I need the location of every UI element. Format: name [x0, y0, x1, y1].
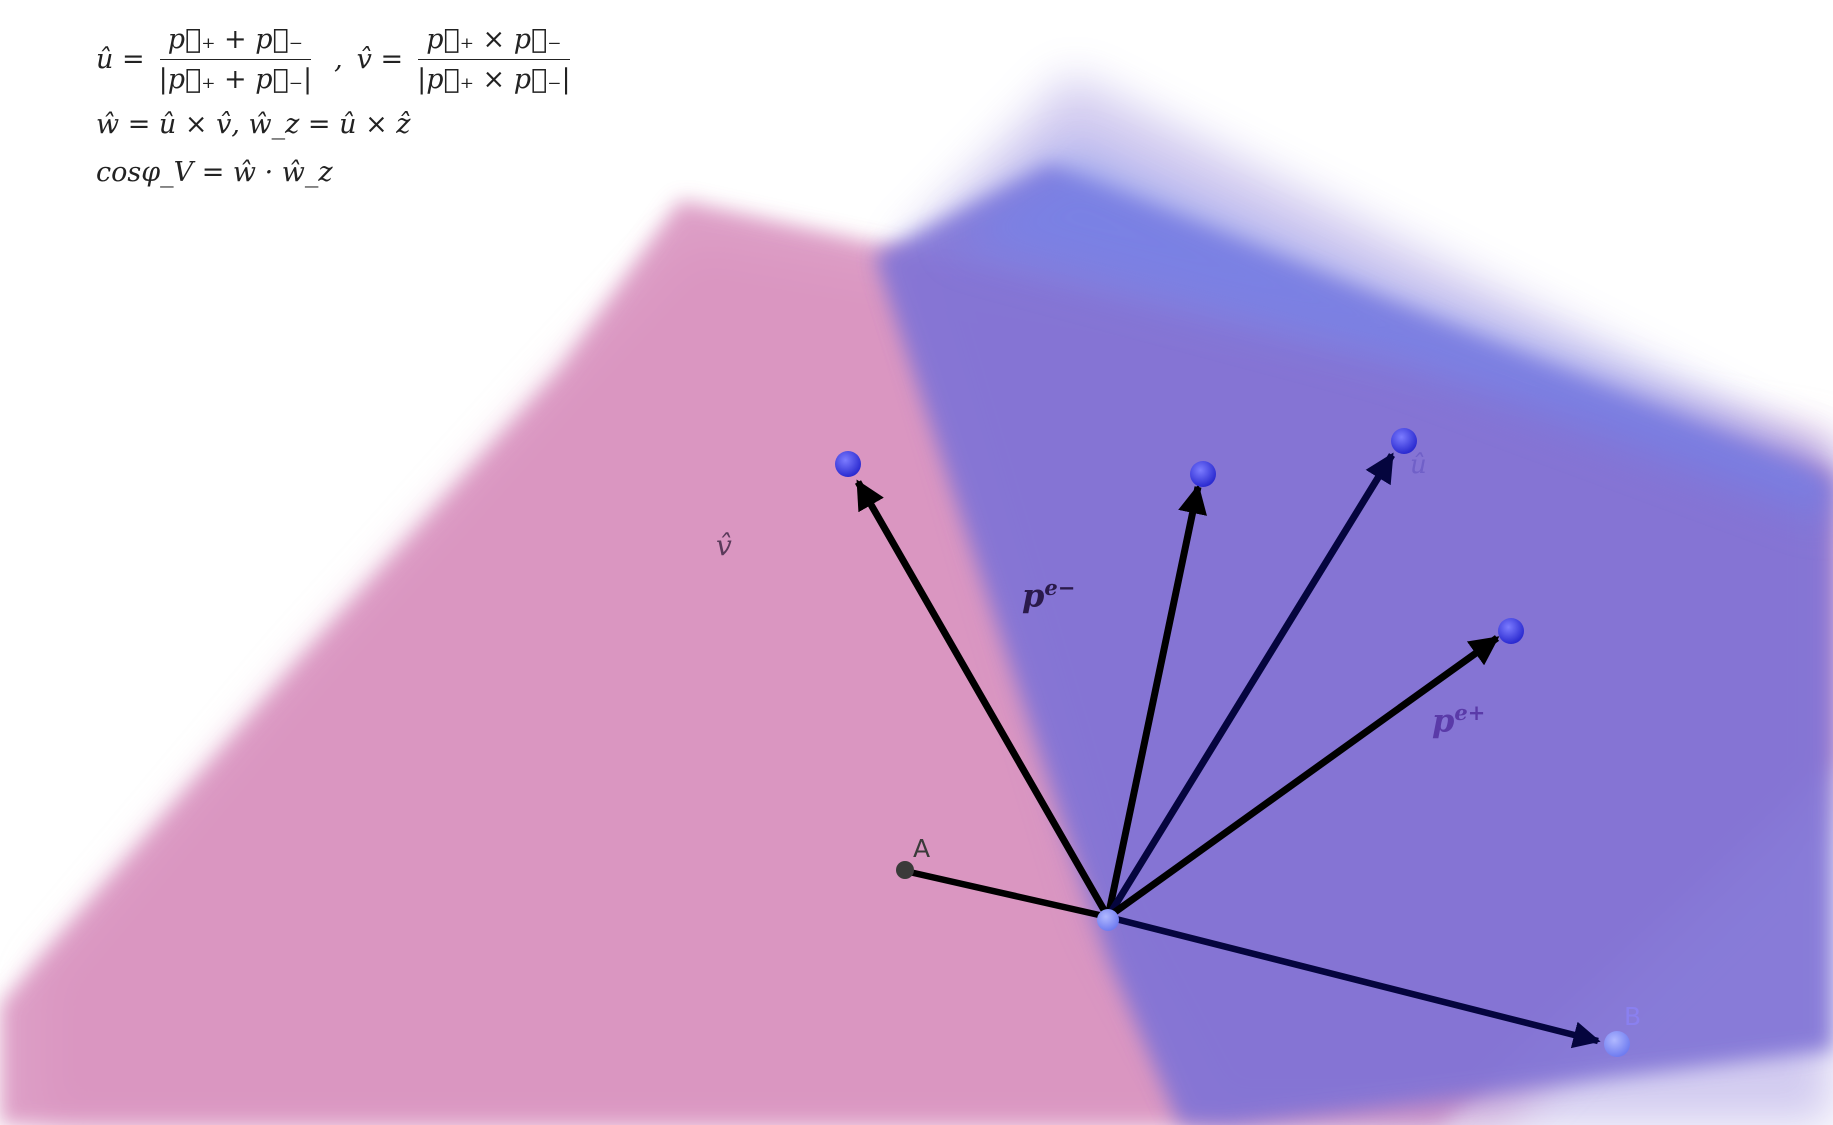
formula-block: û = p⃗₊ + p⃗₋ |p⃗₊ + p⃗₋| , v̂ = p⃗₊ × p… — [96, 18, 585, 196]
label-p-e-minus-base: p — [1022, 576, 1045, 615]
label-u-hat: û — [1410, 450, 1427, 480]
u-hat-lhs: û = — [96, 43, 145, 75]
point-b — [1604, 1031, 1630, 1057]
v-hat-denominator: |p⃗₊ × p⃗₋| — [417, 63, 571, 95]
vector-v-hat — [854, 479, 1112, 919]
label-point-b: B — [1624, 1002, 1642, 1031]
points — [835, 428, 1630, 1057]
formula-u-v: û = p⃗₊ + p⃗₋ |p⃗₊ + p⃗₋| , v̂ = p⃗₊ × p… — [96, 18, 585, 100]
label-p-e-plus-sup: e+ — [1454, 700, 1486, 725]
label-p-e-minus: pe− — [1022, 577, 1075, 612]
formula-cos-phi: cosφ_V = ŵ · ŵ_z — [96, 156, 333, 188]
vector-u-hat — [1105, 452, 1395, 919]
u-hat-numerator: p⃗₊ + p⃗₋ — [159, 26, 311, 60]
origin-point — [1097, 909, 1119, 931]
v-hat-numerator: p⃗₊ × p⃗₋ — [418, 26, 570, 60]
v-hat-fraction: p⃗₊ × p⃗₋ |p⃗₊ × p⃗₋| — [409, 26, 578, 93]
tip-point-v-hat — [835, 451, 861, 477]
vector-a — [904, 867, 1109, 921]
vectors — [854, 452, 1601, 1049]
u-hat-denominator: |p⃗₊ + p⃗₋| — [158, 63, 313, 95]
v-hat-lhs: v̂ = — [356, 43, 404, 75]
point-a — [896, 861, 914, 879]
vector-b — [1107, 913, 1601, 1049]
vector-p-e-minus — [1104, 484, 1207, 918]
vector-p-e-plus — [1105, 635, 1500, 920]
label-p-e-plus: pe+ — [1432, 702, 1485, 737]
formula-separator: , — [334, 43, 343, 75]
tip-point-u-hat — [1391, 428, 1417, 454]
tip-point-p-e-minus — [1190, 461, 1216, 487]
label-v-hat: v̂ — [716, 529, 732, 562]
label-p-e-minus-sup: e− — [1044, 575, 1076, 600]
tip-point-p-e-plus — [1498, 618, 1524, 644]
formula-w: ŵ = û × v̂, ŵ_z = û × ẑ — [96, 108, 411, 140]
label-p-e-plus-base: p — [1432, 701, 1455, 740]
label-point-a: A — [913, 834, 931, 863]
u-hat-fraction: p⃗₊ + p⃗₋ |p⃗₊ + p⃗₋| — [151, 26, 320, 93]
